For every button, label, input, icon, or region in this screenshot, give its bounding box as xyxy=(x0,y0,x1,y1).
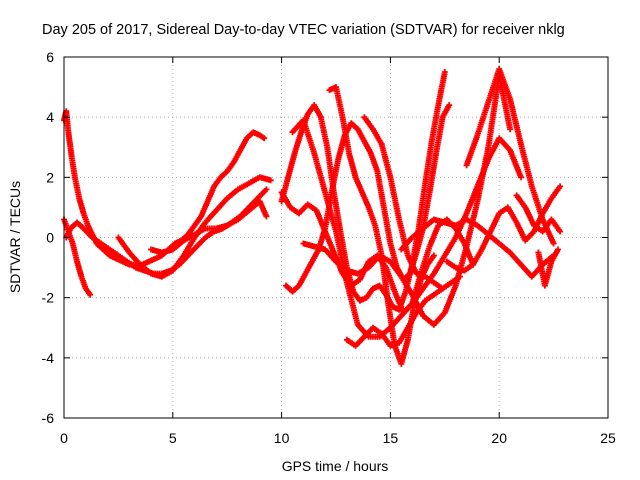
series-markers xyxy=(444,183,564,274)
series-group xyxy=(61,66,564,367)
series-sat-m xyxy=(361,114,463,292)
x-tick-label: 15 xyxy=(383,430,399,446)
series-markers xyxy=(148,198,270,256)
series-sat-c xyxy=(63,186,270,277)
series-markers xyxy=(535,246,561,289)
y-tick-label: 0 xyxy=(46,230,54,246)
series-markers xyxy=(63,186,270,277)
series-markers xyxy=(513,192,564,235)
series-sat-l xyxy=(343,285,446,349)
series-sat-o xyxy=(444,183,564,274)
x-tick-label: 0 xyxy=(60,430,68,446)
series-sat-q xyxy=(513,192,564,235)
axis-ticks: 0 5 10 15 20 25 -6 -4 -2 0 2 4 6 xyxy=(42,49,616,446)
series-sat-r xyxy=(535,246,561,289)
x-tick-label: 20 xyxy=(491,430,507,446)
x-tick-label: 5 xyxy=(169,430,177,446)
x-axis-label: GPS time / hours xyxy=(282,458,389,474)
series-markers xyxy=(343,285,446,349)
y-tick-label: 2 xyxy=(46,169,54,185)
y-tick-label: -6 xyxy=(42,410,55,426)
y-tick-label: -4 xyxy=(42,350,55,366)
chart-title: Day 205 of 2017, Sidereal Day-to-day VTE… xyxy=(42,22,565,38)
series-markers xyxy=(463,66,557,247)
series-sat-e xyxy=(148,198,270,256)
y-axis-label: SDTVAR / TECUs xyxy=(7,181,23,293)
y-tick-label: 4 xyxy=(46,109,54,125)
x-tick-label: 10 xyxy=(274,430,290,446)
y-tick-label: -2 xyxy=(42,290,55,306)
series-markers xyxy=(361,114,463,292)
y-tick-label: 6 xyxy=(46,49,54,65)
series-sat-p xyxy=(463,66,557,247)
x-tick-label: 25 xyxy=(600,430,616,446)
